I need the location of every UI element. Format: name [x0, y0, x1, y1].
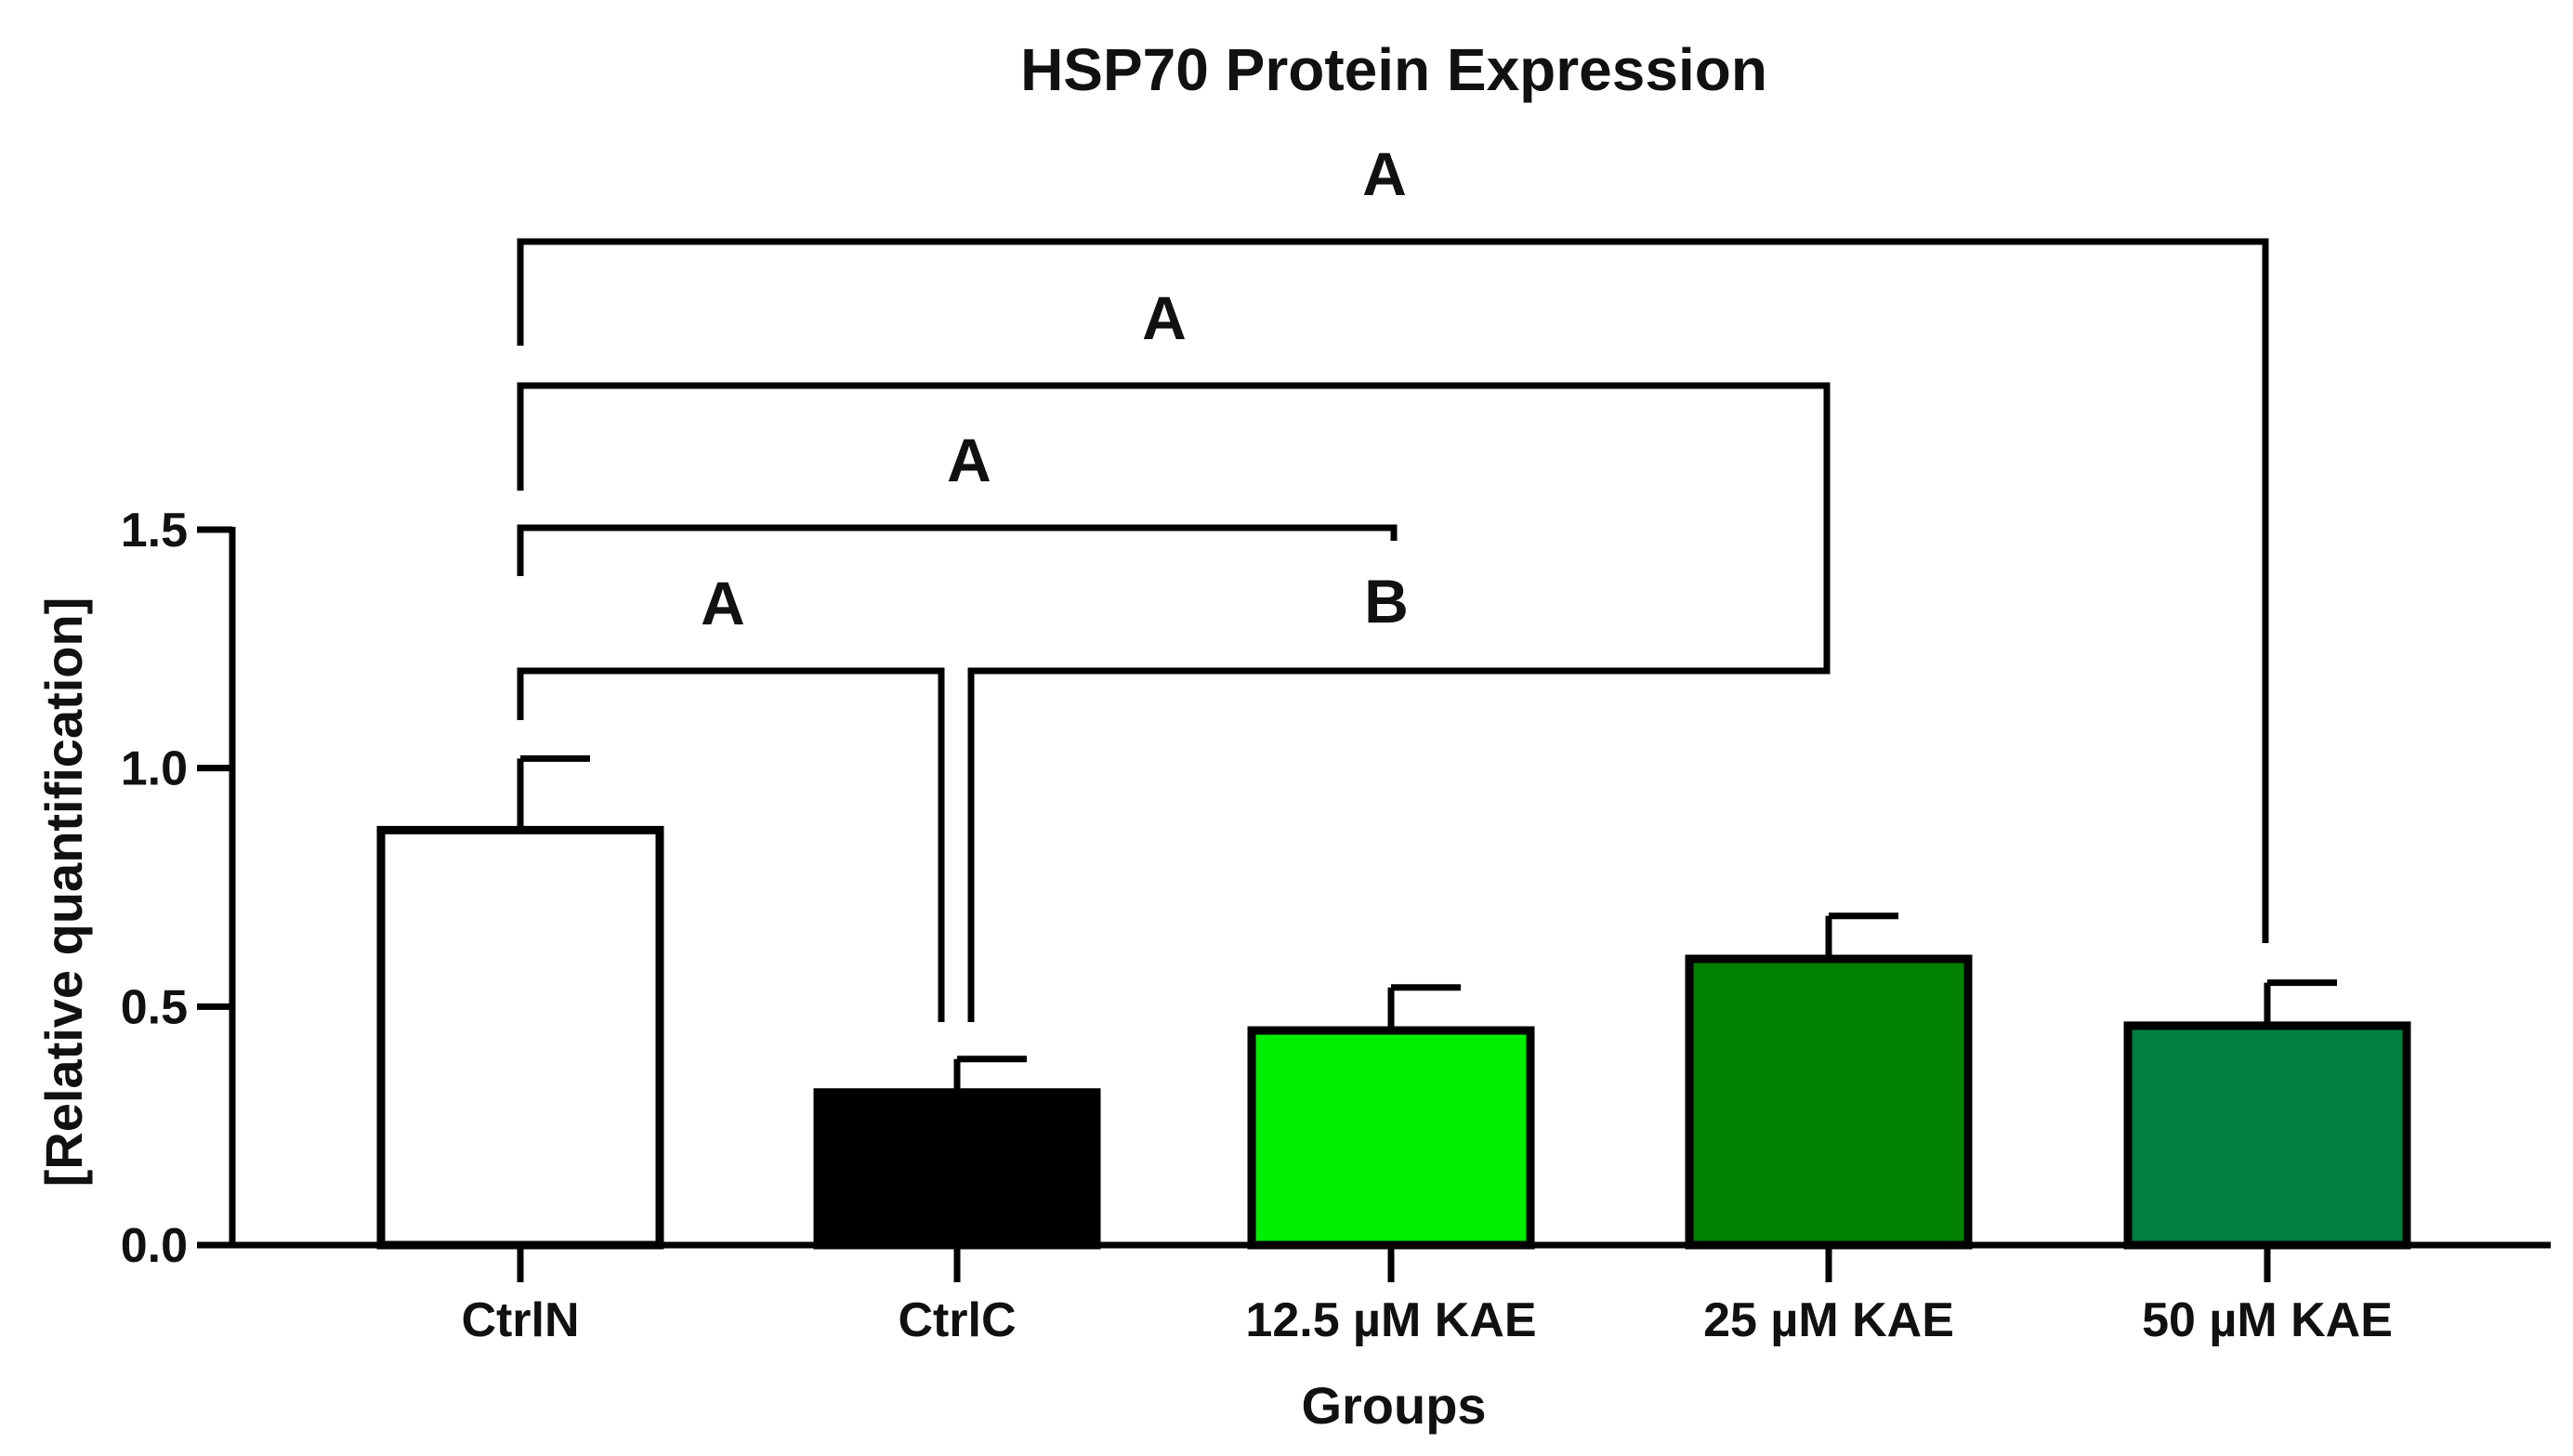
significance-bracket [517, 238, 2269, 943]
x-ticks: CtrlN CtrlC 12.5 µM KAE 25 µM KAE 50 µM KAE [461, 1245, 2393, 1347]
x-tick-label: CtrlN [461, 1293, 579, 1347]
significance-label: A [1142, 283, 1187, 352]
significance-label: A [1362, 139, 1407, 208]
bar [2123, 1021, 2411, 1250]
chart-title: HSP70 Protein Expression [1020, 36, 1767, 103]
y-tick-label: 0.5 [121, 980, 188, 1034]
bars [376, 825, 2411, 1250]
significance-bracket [517, 382, 1831, 632]
bar [376, 825, 664, 1250]
y-axis-label: [Relative quantification] [34, 597, 93, 1187]
significance-brackets: A A A A B [517, 139, 2269, 1022]
x-tick-label: 50 µM KAE [2142, 1293, 2393, 1347]
significance-label: A [947, 426, 991, 494]
x-tick-label: 12.5 µM KAE [1245, 1293, 1536, 1347]
error-bars [517, 754, 2337, 1093]
bar [813, 1088, 1101, 1250]
y-ticks: 0.0 0.5 1.0 1.5 [121, 504, 232, 1273]
y-tick-label: 0.0 [121, 1219, 188, 1273]
bar [1247, 1026, 1535, 1250]
y-tick-label: 1.0 [121, 742, 188, 796]
x-axis-label: Groups [1301, 1376, 1486, 1435]
significance-label: A [701, 569, 745, 637]
x-tick-label: 25 µM KAE [1703, 1293, 1954, 1347]
x-tick-label: CtrlC [898, 1293, 1016, 1347]
significance-bracket [517, 667, 945, 1022]
significance-label: B [1364, 567, 1409, 636]
y-tick-label: 1.5 [121, 504, 188, 557]
bar [1685, 954, 1973, 1250]
significance-bracket [967, 632, 1831, 1022]
significance-bracket [517, 524, 1398, 576]
